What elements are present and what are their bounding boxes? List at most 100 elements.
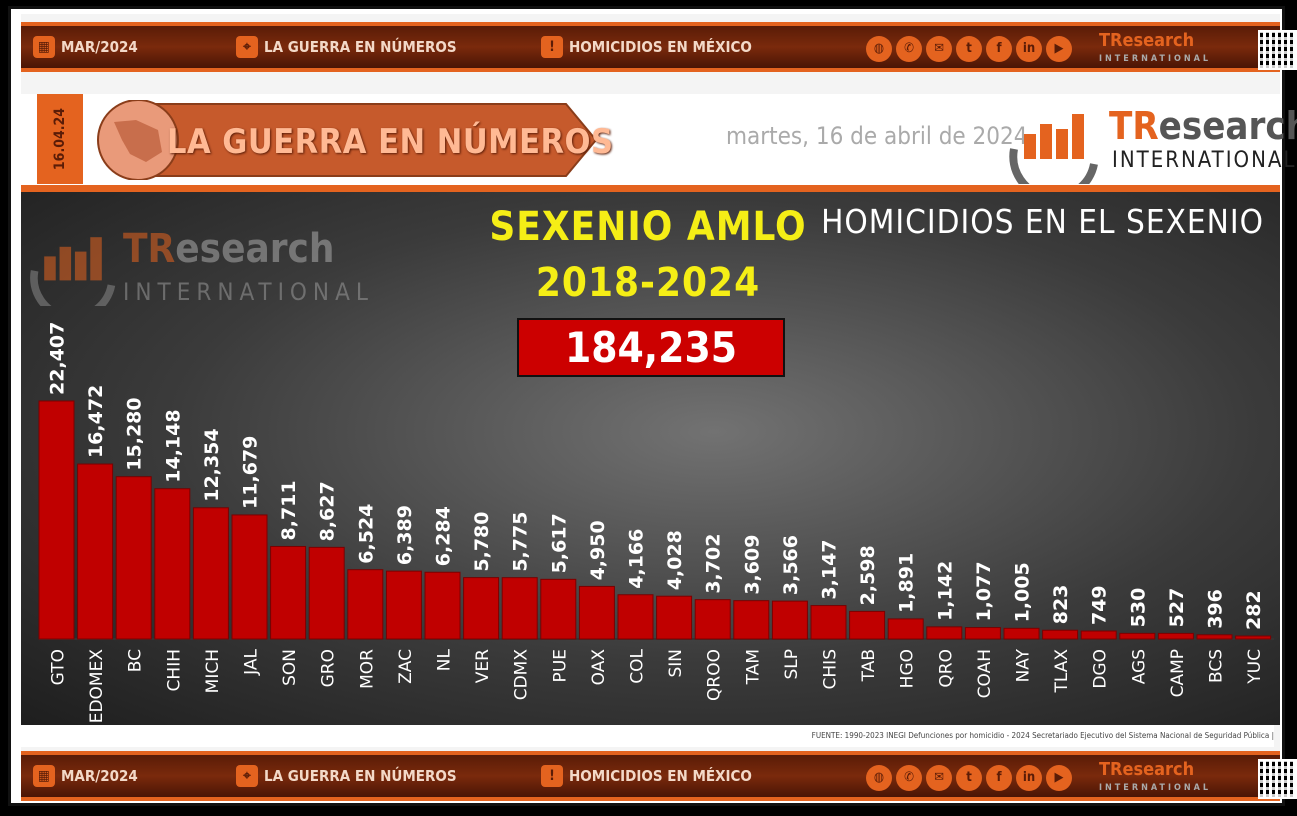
bottom-section-item: ⌖ LA GUERRA EN NÚMEROS — [236, 765, 457, 787]
banner-title: LA GUERRA EN NÚMEROS — [167, 122, 614, 162]
bar-edomex — [77, 463, 114, 640]
brand-sub: INTERNATIONAL — [1099, 783, 1212, 793]
category-label: DGO — [1091, 649, 1111, 689]
value-label: 530 — [1127, 588, 1149, 628]
top-topic-label: HOMICIDIOS EN MÉXICO — [569, 38, 752, 56]
brand-logo-small: TResearch INTERNATIONAL — [1099, 32, 1211, 68]
bar-col — [617, 594, 654, 640]
value-label: 6,524 — [355, 504, 377, 564]
category-label: TAM — [743, 649, 763, 685]
calendar-icon: ▦ — [33, 765, 55, 787]
bar-coah — [964, 627, 1001, 640]
bar-bcs — [1196, 634, 1233, 640]
chart-area: TResearch INTERNATIONAL SEXENIO AMLO 201… — [21, 192, 1280, 725]
bar-son — [270, 545, 307, 640]
category-label: SIN — [666, 649, 686, 678]
value-label: 823 — [1050, 585, 1072, 625]
linkedin-icon[interactable]: in — [1016, 765, 1042, 791]
bar-chis — [810, 605, 847, 640]
bar-zac — [385, 570, 422, 640]
value-label: 1,077 — [973, 561, 995, 621]
value-label: 6,389 — [394, 505, 416, 565]
bar-tab — [849, 610, 886, 640]
bar-pue — [540, 578, 577, 640]
twitter-icon[interactable]: t — [956, 36, 982, 62]
mail-icon[interactable]: ✉ — [926, 36, 952, 62]
bar-bc — [115, 476, 152, 640]
youtube-icon[interactable]: ▶ — [1046, 765, 1072, 791]
value-label: 282 — [1243, 590, 1265, 630]
value-label: 3,147 — [819, 539, 841, 599]
date-tab-label: 16.04.24 — [52, 107, 68, 171]
top-topic-item: ! HOMICIDIOS EN MÉXICO — [541, 36, 752, 58]
value-label: 6,284 — [433, 506, 455, 566]
value-label: 5,780 — [471, 511, 493, 571]
bottom-date-item: ▦ MAR/2024 — [33, 765, 138, 787]
value-label: 1,142 — [934, 561, 956, 621]
category-label: QRO — [936, 649, 956, 688]
brand-sub-large: INTERNATIONAL — [1112, 148, 1297, 173]
watermark-sub: INTERNATIONAL — [123, 278, 374, 306]
twitter-icon[interactable]: t — [956, 765, 982, 791]
bar-slp — [771, 600, 808, 640]
category-label: COAH — [975, 649, 995, 698]
bar-sin — [656, 595, 693, 640]
chat-icon: ! — [541, 36, 563, 58]
category-label: COL — [628, 648, 648, 683]
top-date-label: MAR/2024 — [61, 38, 138, 56]
category-label: YUC — [1245, 649, 1265, 685]
value-label: 22,407 — [47, 322, 69, 395]
phone-icon[interactable]: ✆ — [896, 36, 922, 62]
globe-icon[interactable]: ◍ — [866, 765, 892, 791]
category-label: NAY — [1014, 648, 1034, 682]
bottom-info-bar: ▦ MAR/2024 ⌖ LA GUERRA EN NÚMEROS ! HOMI… — [21, 751, 1297, 801]
linkedin-icon[interactable]: in — [1016, 36, 1042, 62]
youtube-icon[interactable]: ▶ — [1046, 36, 1072, 62]
bar-tlax — [1042, 629, 1079, 640]
category-label: BCS — [1207, 649, 1227, 683]
category-label: CDMX — [512, 649, 532, 701]
bottom-date-label: MAR/2024 — [61, 767, 138, 785]
phone-icon[interactable]: ✆ — [896, 765, 922, 791]
bottom-topic-label: HOMICIDIOS EN MÉXICO — [569, 767, 752, 785]
value-label: 3,702 — [703, 534, 725, 594]
bar-chih — [154, 488, 191, 640]
facebook-icon[interactable]: f — [986, 765, 1012, 791]
brand-logo-small-bottom: TResearch INTERNATIONAL — [1099, 761, 1211, 797]
value-label: 12,354 — [201, 428, 223, 501]
bottom-topic-item: ! HOMICIDIOS EN MÉXICO — [541, 765, 752, 787]
globe-icon[interactable]: ◍ — [866, 36, 892, 62]
category-label: CHIH — [164, 649, 184, 691]
bar-yuc — [1235, 635, 1272, 640]
mail-icon[interactable]: ✉ — [926, 765, 952, 791]
bar-cdmx — [501, 577, 538, 640]
category-label: EDOMEX — [87, 649, 107, 724]
category-label: VER — [473, 649, 493, 683]
bar-mor — [347, 569, 384, 640]
value-label: 4,028 — [664, 530, 686, 590]
value-label: 5,775 — [510, 512, 532, 572]
calendar-icon: ▦ — [33, 36, 55, 58]
value-label: 8,711 — [278, 480, 300, 540]
bar-jal — [231, 514, 268, 640]
chart-period: 2018-2024 — [535, 260, 761, 306]
top-info-bar: ▦ MAR/2024 ⌖ LA GUERRA EN NÚMEROS ! HOMI… — [21, 22, 1297, 72]
facebook-icon[interactable]: f — [986, 36, 1012, 62]
category-label: CAMP — [1168, 649, 1188, 697]
value-label: 14,148 — [162, 409, 184, 482]
bar-dgo — [1080, 630, 1117, 640]
map-pin-icon: ⌖ — [236, 36, 258, 58]
category-label: MOR — [357, 649, 377, 689]
date-tab: 16.04.24 — [37, 94, 83, 184]
bar-qro — [926, 626, 963, 640]
brand-sub: INTERNATIONAL — [1099, 54, 1212, 64]
value-label: 16,472 — [85, 385, 107, 458]
category-label: PUE — [550, 649, 570, 682]
value-label: 2,598 — [857, 545, 879, 605]
category-label: JAL — [242, 648, 262, 675]
category-label: MICH — [203, 649, 223, 693]
category-label: TLAX — [1052, 649, 1072, 694]
header: 16.04.24 LA GUERRA EN NÚMEROS martes, 16… — [21, 94, 1297, 202]
value-label: 527 — [1166, 588, 1188, 628]
bar-oax — [578, 585, 615, 640]
